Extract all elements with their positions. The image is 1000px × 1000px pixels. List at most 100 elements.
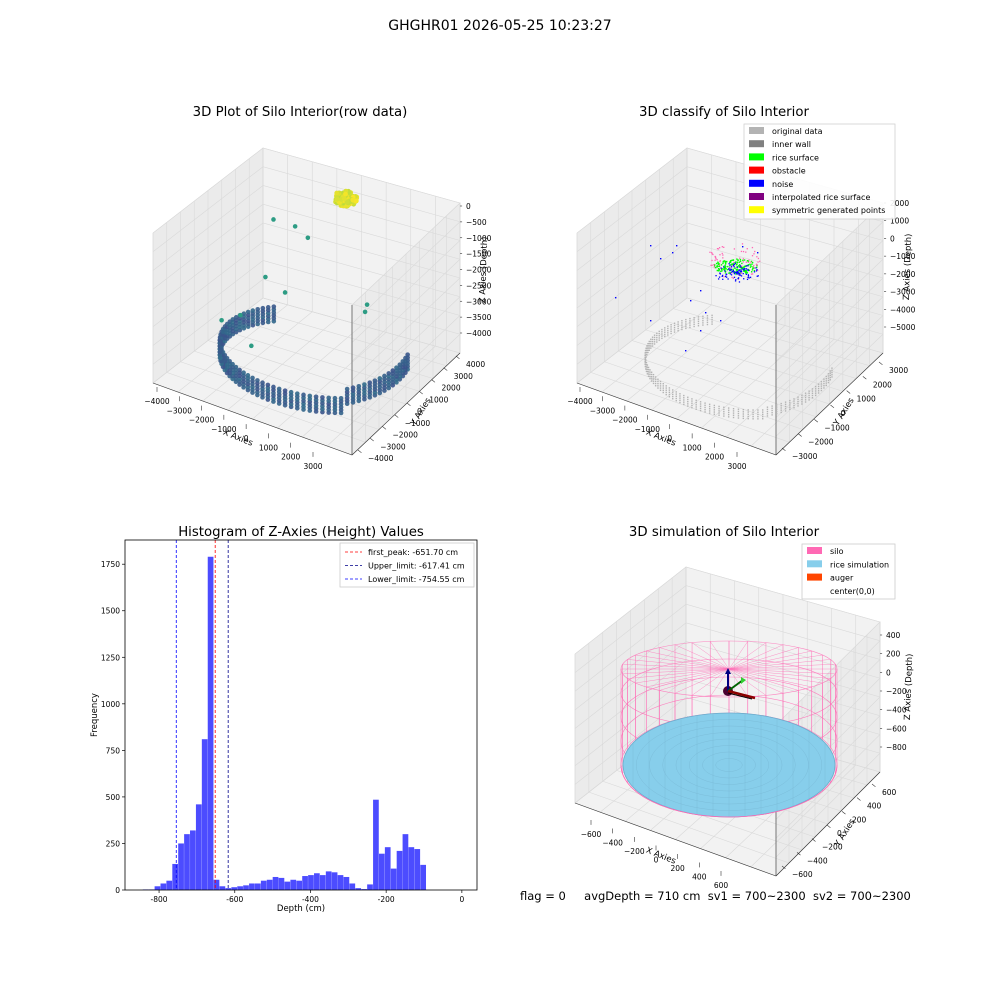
original-point xyxy=(797,396,798,397)
legend-label: rice surface xyxy=(772,153,819,162)
original-point xyxy=(752,412,753,413)
p2-y-tick-mark xyxy=(879,362,883,365)
original-point xyxy=(789,400,790,401)
p4-y-tick-mark xyxy=(842,811,846,814)
original-point xyxy=(789,404,790,405)
original-point xyxy=(714,405,715,406)
original-point xyxy=(828,377,829,378)
noise-point xyxy=(735,280,736,281)
raw-point xyxy=(357,384,362,389)
rice-point xyxy=(737,262,738,263)
original-point xyxy=(812,388,813,389)
original-point xyxy=(743,416,744,417)
original-point xyxy=(677,321,678,322)
noise-point xyxy=(736,272,737,273)
noise-point xyxy=(742,246,743,247)
histogram-xlabel: Depth (cm) xyxy=(277,904,325,914)
wall-point xyxy=(715,256,716,257)
histogram-bar xyxy=(255,883,261,890)
p2-z-tick-label: −4000 xyxy=(890,305,916,314)
p1-y-tick-label: 4000 xyxy=(466,360,485,369)
original-point xyxy=(830,370,831,371)
original-point xyxy=(707,322,708,323)
noise-point xyxy=(720,320,721,321)
original-point xyxy=(666,385,667,386)
original-point xyxy=(823,381,824,382)
original-point xyxy=(704,409,705,410)
noise-point xyxy=(725,276,726,277)
histogram-bar xyxy=(332,872,338,890)
y-tick-label: 250 xyxy=(106,839,121,848)
original-point xyxy=(830,377,831,378)
histogram-bar xyxy=(172,864,178,890)
wall-point xyxy=(754,267,755,268)
original-point xyxy=(681,324,682,325)
y-tick-label: 1750 xyxy=(101,560,120,569)
original-point xyxy=(767,411,768,412)
original-point xyxy=(826,376,827,377)
original-point xyxy=(785,401,786,402)
original-point xyxy=(666,390,667,391)
legend-swatch xyxy=(749,180,764,187)
original-point xyxy=(674,327,675,328)
histogram-bar xyxy=(290,880,296,890)
original-point xyxy=(748,411,749,412)
original-point xyxy=(704,411,705,412)
raw-point xyxy=(250,376,255,381)
rice-point xyxy=(730,264,731,265)
original-point xyxy=(785,408,786,409)
original-point xyxy=(704,407,705,408)
noise-point xyxy=(756,269,757,270)
rice-point xyxy=(754,270,755,271)
p2-y-tick-mark xyxy=(831,405,835,408)
original-point xyxy=(771,410,772,411)
raw-point xyxy=(345,387,350,392)
original-point xyxy=(815,388,816,389)
original-point xyxy=(666,394,667,395)
original-point xyxy=(801,403,802,404)
noise-point xyxy=(739,281,740,282)
raw-point xyxy=(351,385,356,390)
original-point xyxy=(789,402,790,403)
p4-y-tick-mark xyxy=(812,839,816,842)
noise-point xyxy=(729,270,730,271)
y-tick-label: 1000 xyxy=(101,700,120,709)
wall-point xyxy=(743,251,744,252)
noise-point xyxy=(746,268,747,269)
original-point xyxy=(752,414,753,415)
original-point xyxy=(821,390,822,391)
p4-y-tick-label: −400 xyxy=(807,856,828,865)
noise-point xyxy=(676,245,677,246)
original-point xyxy=(752,409,753,410)
original-point xyxy=(681,320,682,321)
p1-y-tick-label: −4000 xyxy=(368,454,394,463)
noise-point xyxy=(748,275,749,276)
original-point xyxy=(815,386,816,387)
original-point xyxy=(667,328,668,329)
histogram-bar xyxy=(178,843,184,890)
wall-point xyxy=(757,264,758,265)
original-point xyxy=(656,337,657,338)
p2-y-tick-label: 2000 xyxy=(873,380,892,389)
original-point xyxy=(691,398,692,399)
histogram-bars xyxy=(143,557,426,890)
rice-point xyxy=(733,259,734,260)
rice-point xyxy=(725,272,726,273)
original-point xyxy=(780,403,781,404)
rice-point xyxy=(721,269,722,270)
wall-point xyxy=(731,277,732,278)
original-point xyxy=(650,345,651,346)
noise-point xyxy=(735,263,736,264)
original-point xyxy=(797,399,798,400)
rice-point xyxy=(730,260,731,261)
noise-point xyxy=(690,300,691,301)
noise-point xyxy=(733,266,734,267)
histogram-bar xyxy=(261,881,267,890)
original-point xyxy=(767,406,768,407)
legend-label: Upper_limit: -617.41 cm xyxy=(368,562,465,571)
original-point xyxy=(676,391,677,392)
wall-point xyxy=(715,258,716,259)
noise-point xyxy=(726,274,727,275)
wall-point xyxy=(759,261,760,262)
